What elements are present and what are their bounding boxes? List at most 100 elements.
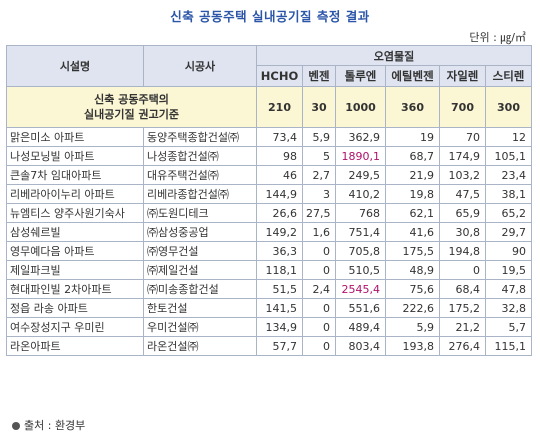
header-pollutants-group: 오염물질 xyxy=(255,45,533,66)
facility-cell: 현대파인빌 2차아파트 xyxy=(6,279,144,299)
facility-cell: 여수장성지구 우미린 xyxy=(6,317,144,337)
value-cell: 751,4 xyxy=(335,222,386,242)
facility-cell: 영무예다음 아파트 xyxy=(6,241,144,261)
value-cell: 118,1 xyxy=(256,260,303,280)
value-cell: 410,2 xyxy=(335,184,386,204)
value-cell: 32,8 xyxy=(484,298,533,318)
facility-cell: 나성모닝빌 아파트 xyxy=(6,146,144,166)
builder-cell: 한토건설 xyxy=(143,298,257,318)
standard-value: 700 xyxy=(439,86,486,128)
value-cell: 46 xyxy=(256,165,303,185)
value-cell: 5 xyxy=(302,146,336,166)
value-cell: 551,6 xyxy=(335,298,386,318)
builder-cell: ㈜제일건설 xyxy=(143,260,257,280)
value-cell: 62,1 xyxy=(385,203,440,223)
standard-label-line1: 신축 공동주택의 xyxy=(94,93,169,106)
value-cell: 73,4 xyxy=(256,127,303,147)
value-cell: 103,2 xyxy=(439,165,486,185)
value-cell: 41,6 xyxy=(385,222,440,242)
source-note: 출처 : 환경부 xyxy=(12,417,85,433)
value-cell: 149,2 xyxy=(256,222,303,242)
standard-row: 신축 공동주택의 실내공기질 권고기준 210 30 1000 360 700 … xyxy=(6,86,533,128)
header-pollutant: 스티렌 xyxy=(484,65,533,87)
bullet-icon xyxy=(12,422,20,430)
value-cell: 144,9 xyxy=(256,184,303,204)
value-cell: 38,1 xyxy=(484,184,533,204)
builder-cell: ㈜도원디테크 xyxy=(143,203,257,223)
value-cell: 222,6 xyxy=(385,298,440,318)
standard-value: 300 xyxy=(484,86,533,128)
value-cell: 19,5 xyxy=(484,260,533,280)
value-cell: 803,4 xyxy=(335,336,386,356)
facility-cell: 리베라아이누리 아파트 xyxy=(6,184,144,204)
value-cell: 2545,4 xyxy=(335,279,386,299)
value-cell: 51,5 xyxy=(256,279,303,299)
facility-cell: 맑은미소 아파트 xyxy=(6,127,144,147)
table-row: 큰솔7차 임대아파트 대유주택건설㈜ 46 2,7 249,5 21,9 103,2 23,4 xyxy=(6,165,533,185)
value-cell: 105,1 xyxy=(484,146,533,166)
value-cell: 12 xyxy=(484,127,533,147)
table-row: 영무예다음 아파트 ㈜영무건설 36,3 0 705,8 175,5 194,8 90 xyxy=(6,241,533,261)
value-cell: 194,8 xyxy=(439,241,486,261)
value-cell: 115,1 xyxy=(484,336,533,356)
builder-cell: 라온건설㈜ xyxy=(143,336,257,356)
value-cell: 5,7 xyxy=(484,317,533,337)
value-cell: 0 xyxy=(302,260,336,280)
unit-label: 단위 : ㎍/㎥ xyxy=(469,31,526,44)
value-cell: 65,9 xyxy=(439,203,486,223)
value-cell: 134,9 xyxy=(256,317,303,337)
value-cell: 1890,1 xyxy=(335,146,386,166)
builder-cell: ㈜미송종합건설 xyxy=(143,279,257,299)
value-cell: 174,9 xyxy=(439,146,486,166)
standard-label: 신축 공동주택의 실내공기질 권고기준 xyxy=(6,86,257,128)
builder-cell: 나성종합건설㈜ xyxy=(143,146,257,166)
value-cell: 193,8 xyxy=(385,336,440,356)
header-pollutant: 벤젠 xyxy=(302,65,336,87)
value-cell: 705,8 xyxy=(335,241,386,261)
standard-value: 360 xyxy=(385,86,440,128)
table-row: 정읍 라송 아파트 한토건설 141,5 0 551,6 222,6 175,2 32,8 xyxy=(6,298,533,318)
value-cell: 0 xyxy=(302,317,336,337)
builder-cell: 리베라종합건설㈜ xyxy=(143,184,257,204)
value-cell: 65,2 xyxy=(484,203,533,223)
value-cell: 57,7 xyxy=(256,336,303,356)
value-cell: 19 xyxy=(385,127,440,147)
value-cell: 27,5 xyxy=(302,203,336,223)
value-cell: 68,4 xyxy=(439,279,486,299)
table-row: 뉴엠티스 양주사원기숙사 ㈜도원디테크 26,6 27,5 768 62,1 65,9 65,… xyxy=(6,203,533,223)
table-row: 맑은미소 아파트 동양주택종합건설㈜ 73,4 5,9 362,9 19 70 12 xyxy=(6,127,533,147)
facility-cell: 제일파크빌 xyxy=(6,260,144,280)
standard-value: 210 xyxy=(256,86,303,128)
value-cell: 249,5 xyxy=(335,165,386,185)
table-row: 여수장성지구 우미린 우미건설㈜ 134,9 0 489,4 5,9 21,2 5,7 xyxy=(6,317,533,337)
facility-cell: 정읍 라송 아파트 xyxy=(6,298,144,318)
standard-value: 1000 xyxy=(335,86,386,128)
facility-cell: 삼성쉐르빌 xyxy=(6,222,144,242)
builder-cell: 동양주택종합건설㈜ xyxy=(143,127,257,147)
table-row: 라온아파트 라온건설㈜ 57,7 0 803,4 193,8 276,4 115,1 xyxy=(6,336,533,356)
value-cell: 21,2 xyxy=(439,317,486,337)
value-cell: 29,7 xyxy=(484,222,533,242)
value-cell: 510,5 xyxy=(335,260,386,280)
page-title: 신축 공동주택 실내공기질 측정 결과 xyxy=(170,9,370,24)
standard-value: 30 xyxy=(302,86,336,128)
value-cell: 141,5 xyxy=(256,298,303,318)
builder-cell: 우미건설㈜ xyxy=(143,317,257,337)
value-cell: 48,9 xyxy=(385,260,440,280)
header-facility: 시설명 xyxy=(6,45,144,87)
value-cell: 68,7 xyxy=(385,146,440,166)
source-text: 출처 : 환경부 xyxy=(24,419,86,432)
table-row: 삼성쉐르빌 ㈜삼성중공업 149,2 1,6 751,4 41,6 30,8 29,7 xyxy=(6,222,533,242)
value-cell: 362,9 xyxy=(335,127,386,147)
value-cell: 98 xyxy=(256,146,303,166)
value-cell: 0 xyxy=(302,298,336,318)
header-builder: 시공사 xyxy=(143,45,257,87)
value-cell: 0 xyxy=(302,336,336,356)
header-pollutant: 에틸벤젠 xyxy=(385,65,440,87)
value-cell: 175,5 xyxy=(385,241,440,261)
facility-cell: 라온아파트 xyxy=(6,336,144,356)
value-cell: 489,4 xyxy=(335,317,386,337)
value-cell: 30,8 xyxy=(439,222,486,242)
builder-cell: ㈜영무건설 xyxy=(143,241,257,261)
measurement-table: 시설명 시공사 오염물질 HCHO 벤젠 톨루엔 에틸벤젠 자일렌 스티렌 신축… xyxy=(6,45,533,356)
